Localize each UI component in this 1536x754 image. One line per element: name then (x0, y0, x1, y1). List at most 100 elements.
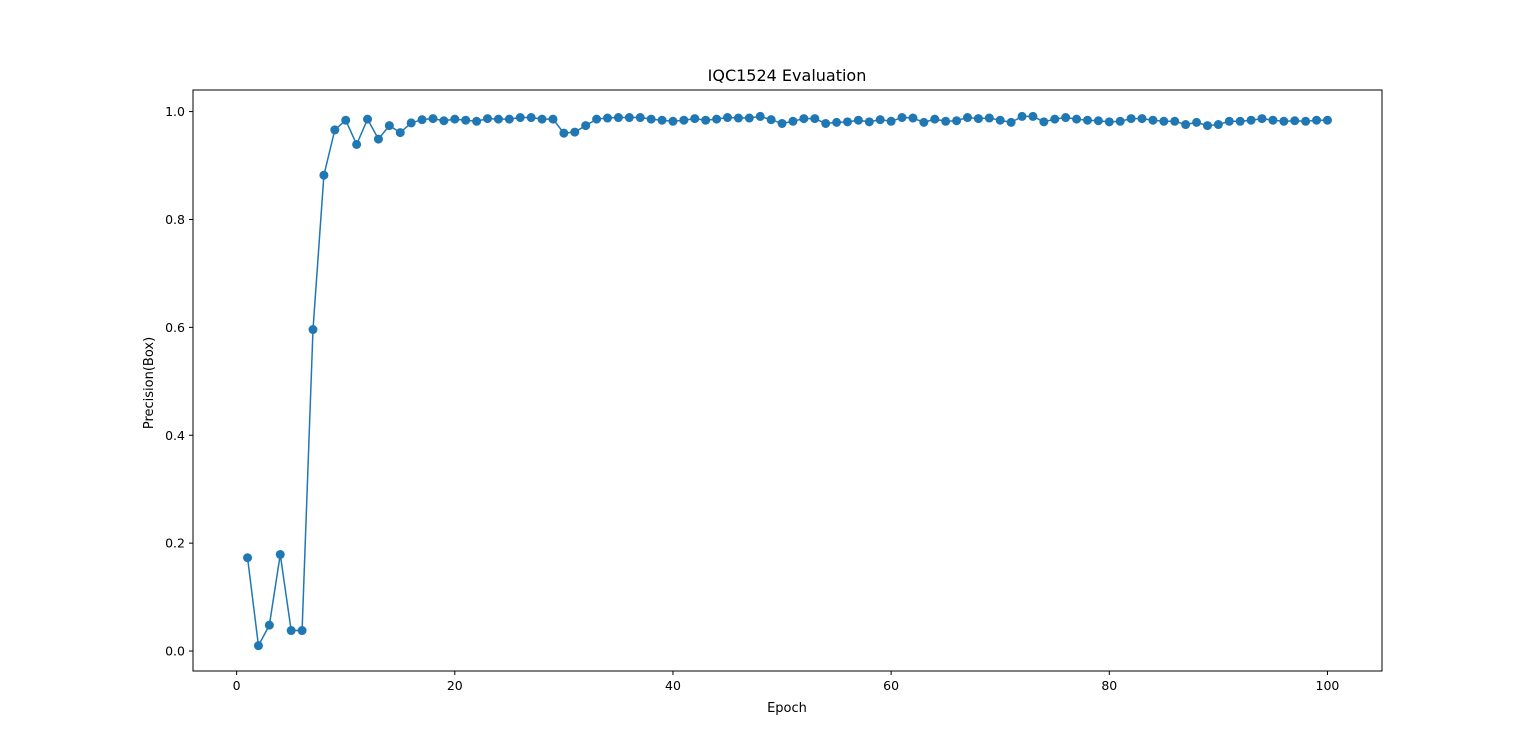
data-point (1082, 115, 1092, 125)
data-point (1202, 121, 1212, 131)
data-point (537, 114, 547, 124)
data-point (1224, 116, 1234, 126)
chart-title: IQC1524 Evaluation (708, 66, 867, 85)
data-point (897, 113, 907, 123)
x-tick-label: 100 (1316, 678, 1340, 693)
data-point (777, 118, 787, 128)
data-point (679, 115, 689, 125)
y-tick-label: 0.8 (165, 212, 185, 227)
data-point (1181, 120, 1191, 130)
data-point (493, 114, 503, 124)
data-point (439, 116, 449, 126)
data-point (930, 114, 940, 124)
data-point (908, 113, 918, 123)
data-point (668, 116, 678, 126)
data-point (1137, 114, 1147, 124)
data-point (690, 114, 700, 124)
data-point (330, 125, 340, 135)
data-point (1159, 116, 1169, 126)
precision-series-line (246, 115, 1328, 647)
data-point (853, 115, 863, 125)
data-point (1257, 114, 1267, 124)
data-point (504, 114, 514, 124)
data-point (275, 549, 285, 559)
data-point (723, 113, 732, 123)
data-point (1246, 115, 1256, 125)
data-point (799, 114, 809, 124)
data-point (483, 114, 493, 124)
x-tick-label: 40 (665, 678, 681, 693)
data-point (613, 113, 623, 123)
data-point (788, 116, 798, 126)
data-point (1170, 116, 1180, 126)
y-axis-ticks: 0.0 0.2 0.4 0.6 0.8 1.0 (165, 104, 193, 659)
data-point (624, 113, 634, 123)
data-point (373, 134, 383, 144)
y-tick-label: 0.4 (165, 428, 185, 443)
data-point (548, 114, 558, 124)
data-point (984, 113, 994, 123)
y-tick-label: 0.6 (165, 320, 185, 335)
data-point (941, 116, 951, 126)
data-point (886, 116, 896, 126)
data-point (952, 116, 962, 126)
data-point (1235, 116, 1245, 126)
x-axis-ticks: 0 20 40 60 80 100 (233, 671, 1340, 693)
data-point (515, 113, 525, 123)
data-point (1017, 111, 1027, 121)
data-point (755, 111, 765, 121)
data-point (962, 113, 972, 123)
data-point (461, 115, 471, 125)
data-point (450, 114, 460, 124)
data-point (1104, 117, 1114, 127)
x-tick-label: 20 (447, 678, 463, 693)
data-point (646, 114, 656, 124)
data-point (1028, 111, 1038, 121)
data-point (973, 114, 983, 124)
data-point (733, 113, 743, 123)
data-point (635, 113, 645, 123)
data-point (864, 117, 874, 127)
data-point (1006, 117, 1016, 127)
plot-area-frame (192, 89, 1383, 672)
y-tick-label: 0.2 (165, 536, 185, 551)
x-tick-label: 80 (1101, 678, 1117, 693)
data-point (919, 117, 929, 127)
data-point (1072, 114, 1082, 124)
data-point (384, 121, 394, 131)
data-point (286, 626, 296, 636)
data-point (1213, 120, 1223, 130)
data-point (1301, 116, 1311, 126)
data-point (592, 114, 602, 124)
data-point (472, 116, 482, 126)
data-point (352, 139, 362, 149)
data-point (1148, 115, 1158, 125)
data-point (264, 620, 274, 630)
data-point (657, 115, 667, 125)
data-point (297, 626, 307, 636)
data-point (1268, 115, 1278, 125)
data-point (341, 115, 351, 125)
data-point (1126, 114, 1136, 124)
x-tick-label: 0 (233, 678, 241, 693)
data-point (843, 117, 852, 127)
data-point (1192, 117, 1202, 127)
data-point (570, 127, 580, 137)
x-axis-label: Epoch (767, 701, 807, 716)
x-tick-label: 60 (883, 678, 899, 693)
data-point (395, 128, 405, 138)
data-point (810, 114, 820, 124)
data-point (406, 118, 416, 128)
data-point (428, 114, 438, 124)
data-point (1290, 116, 1300, 126)
data-point (1322, 115, 1332, 125)
data-point (995, 115, 1005, 125)
data-point (1279, 116, 1289, 126)
data-point (875, 115, 885, 125)
data-point (744, 113, 754, 123)
data-point (1093, 116, 1103, 126)
data-point (308, 325, 318, 335)
data-point (1312, 115, 1322, 125)
data-point (1050, 114, 1060, 124)
